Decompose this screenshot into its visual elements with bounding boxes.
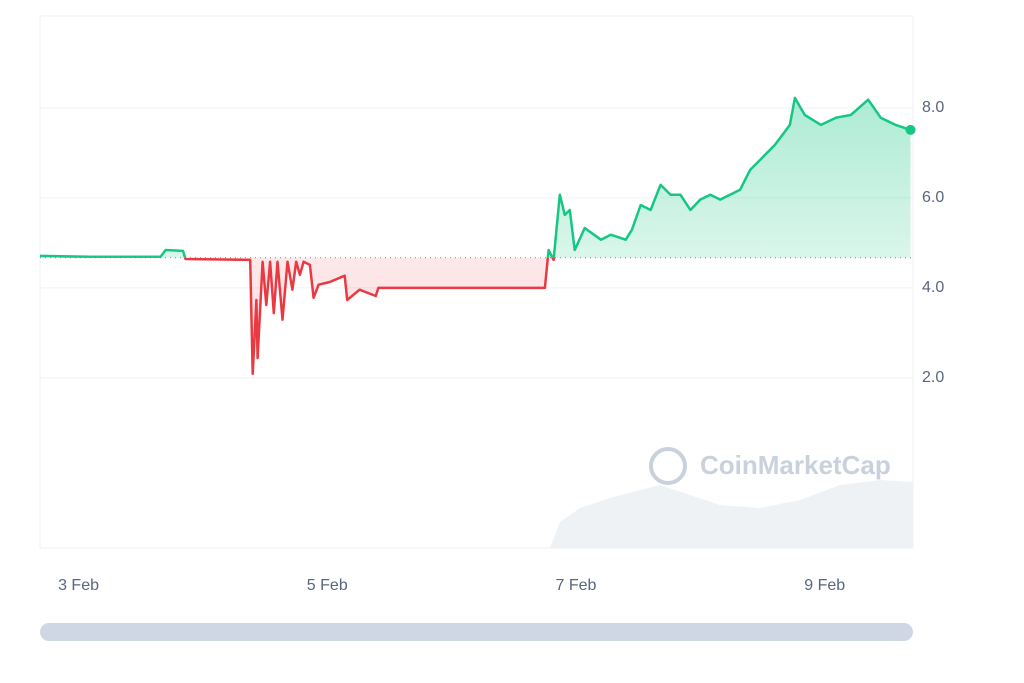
x-tick-label: 5 Feb bbox=[307, 577, 348, 594]
y-tick-label: 8.0 bbox=[922, 99, 944, 116]
y-tick-label: 6.0 bbox=[922, 189, 944, 206]
price-line-up bbox=[40, 96, 911, 258]
price-line-down bbox=[70, 257, 556, 376]
y-tick-label: 4.0 bbox=[922, 279, 944, 296]
last-point bbox=[905, 124, 916, 135]
plot-frame bbox=[39, 15, 914, 549]
scrollbar[interactable] bbox=[40, 623, 913, 641]
x-tick-label: 7 Feb bbox=[556, 577, 597, 594]
watermark-logo bbox=[649, 447, 687, 485]
x-tick-label: 9 Feb bbox=[804, 577, 845, 594]
watermark: CoinMarketCap bbox=[700, 450, 891, 480]
y-tick-label: 2.0 bbox=[922, 369, 944, 386]
x-tick-label: 3 Feb bbox=[58, 577, 99, 594]
volume-area bbox=[550, 480, 913, 548]
area-up bbox=[40, 97, 911, 258]
